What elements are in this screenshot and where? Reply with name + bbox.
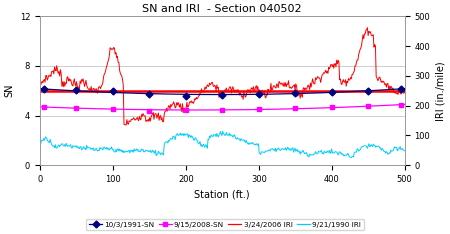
Legend: 10/3/1991-SN, 9/15/2008-SN, 3/24/2006 IRI, 9/21/1990 IRI: 10/3/1991-SN, 9/15/2008-SN, 3/24/2006 IR…	[86, 219, 364, 230]
Y-axis label: SN: SN	[4, 84, 14, 98]
Y-axis label: IRI (in./mile): IRI (in./mile)	[436, 61, 446, 121]
Title: SN and IRI  - Section 040502: SN and IRI - Section 040502	[143, 4, 302, 14]
X-axis label: Station (ft.): Station (ft.)	[194, 189, 250, 199]
